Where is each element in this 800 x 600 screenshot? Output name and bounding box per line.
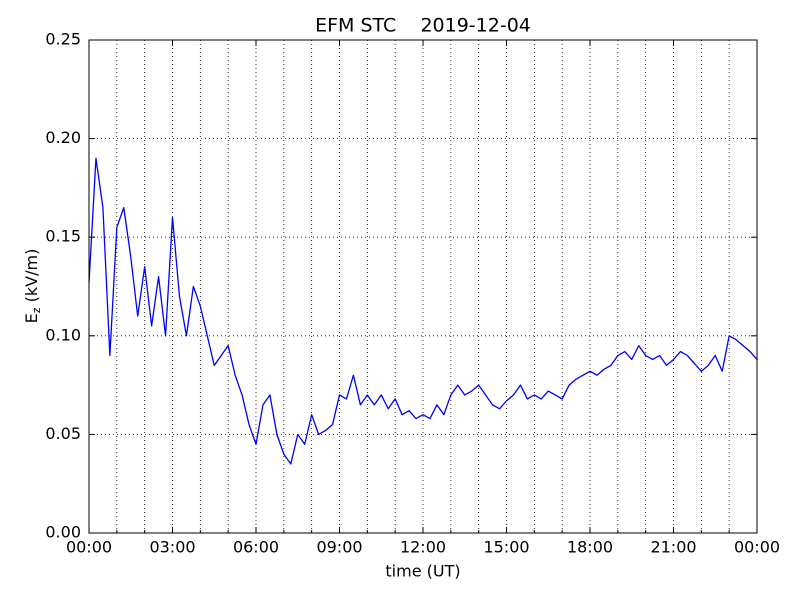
y-tick-label: 0.05 — [45, 424, 81, 443]
x-axis-label: time (UT) — [385, 562, 460, 581]
chart-title: EFM STC 2019-12-04 — [315, 15, 531, 37]
plot-frame — [88, 39, 758, 534]
y-tick-label: 0.20 — [45, 128, 81, 147]
x-tick-label: 00:00 — [66, 538, 112, 557]
x-tick-label: 21:00 — [650, 538, 696, 557]
x-tick-label: 06:00 — [233, 538, 279, 557]
x-tick-label: 09:00 — [316, 538, 362, 557]
y-label-sub: z — [30, 307, 43, 313]
y-tick-label: 0.10 — [45, 325, 81, 344]
y-axis-label: Ez (kV/m) — [22, 249, 44, 324]
y-tick-label: 0.00 — [45, 523, 81, 542]
y-tick-label: 0.25 — [45, 30, 81, 49]
x-tick-label: 00:00 — [734, 538, 780, 557]
x-tick-label: 03:00 — [149, 538, 195, 557]
x-tick-label: 15:00 — [483, 538, 529, 557]
y-tick-label: 0.15 — [45, 227, 81, 246]
data-line — [88, 157, 758, 465]
x-tick-label: 18:00 — [567, 538, 613, 557]
x-tick-label: 12:00 — [400, 538, 446, 557]
y-label-rest: (kV/m) — [22, 249, 41, 308]
y-label-base: E — [22, 313, 41, 323]
